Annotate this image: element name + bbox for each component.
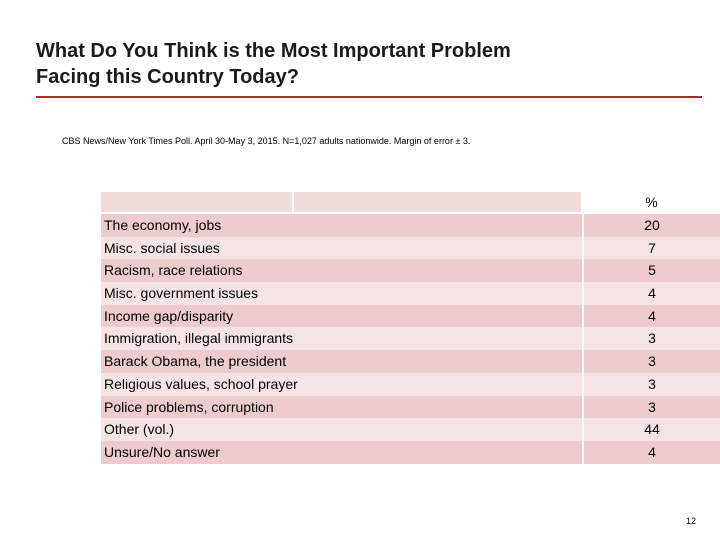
table-row: Racism, race relations 5	[101, 259, 720, 283]
row-label: The economy, jobs	[104, 217, 222, 233]
row-value: 5	[648, 262, 656, 279]
row-value-cell	[584, 350, 720, 373]
row-label-cell	[101, 372, 582, 396]
row-label: Police problems, corruption	[104, 398, 274, 415]
row-label: Religious values, school prayer	[104, 375, 298, 392]
row-value-cell	[584, 259, 720, 283]
row-label-cell	[101, 418, 582, 441]
table-row: Religious values, school prayer 3	[101, 372, 720, 396]
row-label-cell	[101, 236, 582, 260]
row-value: 3	[648, 375, 656, 392]
row-value-cell	[584, 395, 720, 419]
table-row: Misc. social issues 7	[101, 236, 720, 260]
row-value: 7	[648, 239, 656, 256]
slide-title-line-1: What Do You Think is the Most Important …	[36, 40, 511, 62]
page-number: 12	[686, 516, 697, 526]
row-value-cell	[584, 327, 720, 351]
table-row: Unsure/No answer 4	[101, 440, 720, 464]
row-label-cell	[101, 350, 582, 373]
row-label: Misc. social issues	[104, 239, 220, 256]
row-value: 4	[648, 307, 656, 324]
row-value: 3	[648, 398, 656, 415]
table-row: Misc. government issues 4	[101, 282, 720, 305]
row-label: Other (vol.)	[104, 421, 175, 438]
row-label-cell	[101, 282, 582, 305]
row-value: 44	[644, 421, 660, 438]
row-label-cell	[101, 395, 582, 419]
row-label: Unsure/No answer	[104, 443, 220, 460]
row-label: Immigration, illegal immigrants	[104, 330, 294, 347]
table-row: The economy, jobs 20	[101, 214, 720, 237]
row-label-cell	[101, 304, 582, 328]
table-row: Barack Obama, the president 3	[101, 350, 720, 373]
poll-source-note: CBS News/New York Times Poll. April 30-M…	[62, 136, 471, 146]
header-cell-blank-2	[294, 192, 581, 212]
row-label-cell	[101, 259, 582, 283]
row-label: Misc. government issues	[104, 285, 259, 302]
row-label-cell	[101, 440, 582, 464]
row-value-cell	[584, 304, 720, 328]
header-cell-blank-1	[101, 192, 292, 212]
table-body: The economy, jobs 20 Misc. social issues 7 R…	[101, 214, 720, 464]
row-value-cell	[584, 440, 720, 464]
row-label-cell	[101, 327, 582, 351]
row-value-cell	[584, 372, 720, 396]
row-label-cell	[101, 214, 582, 237]
slide-title-line-2: Facing this Country Today?	[36, 66, 299, 88]
row-value-cell	[584, 282, 720, 305]
row-value: 4	[648, 285, 656, 302]
row-label: Income gap/disparity	[104, 307, 234, 324]
table-row: Income gap/disparity 4	[101, 304, 720, 328]
row-label: Barack Obama, the president	[104, 353, 287, 370]
row-value-cell	[584, 418, 720, 441]
table-row: Police problems, corruption 3	[101, 395, 720, 419]
percent-column-header: %	[645, 194, 658, 210]
results-table: % The economy, jobs 20 Misc. social issues…	[101, 192, 720, 464]
table-row: Other (vol.) 44	[101, 418, 720, 441]
row-value: 20	[644, 217, 660, 233]
row-value-cell	[584, 214, 720, 237]
row-value-cell	[584, 236, 720, 260]
table-row: Immigration, illegal immigrants 3	[101, 327, 720, 351]
table-header-row: %	[101, 192, 658, 214]
slide-title: What Do You Think is the Most Important …	[36, 38, 511, 90]
row-value: 4	[648, 443, 656, 460]
row-value: 3	[648, 330, 656, 347]
title-divider	[36, 96, 702, 98]
row-label: Racism, race relations	[104, 262, 243, 279]
row-value: 3	[648, 353, 656, 370]
